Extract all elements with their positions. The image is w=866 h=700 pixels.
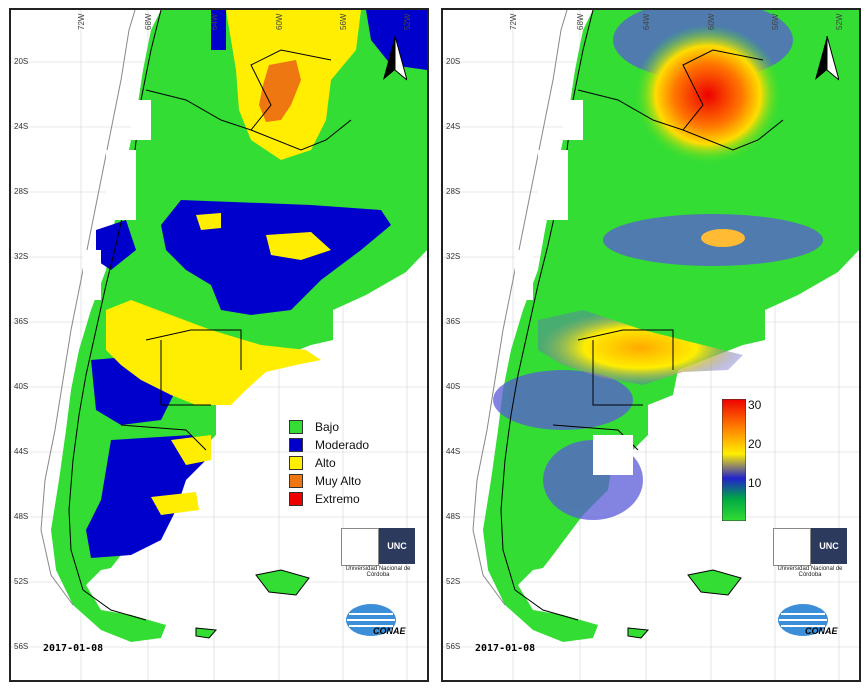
falkland-islands [687,569,742,596]
lat-label-52s: 52S [446,577,461,586]
lat-label-28s: 28S [14,187,29,196]
north-hotspot [633,25,783,165]
lat-label-36s: 36S [446,317,461,326]
conae-globe-icon [346,604,396,636]
legend-label: Moderado [315,438,370,452]
country-borders [500,10,784,621]
conae-text: CONAE [373,626,406,636]
lat-label-56s: 56S [14,642,29,651]
unc-box: UNC [379,528,415,564]
coastline [40,10,136,606]
lat-label-24s: 24S [446,122,461,131]
right-map-panel: 20S 24S 28S 32S 36S 40S 44S 48S 52S 56S … [441,8,861,682]
lon-label-64w: 64W [210,13,219,30]
unc-seal-icon [773,528,811,566]
lat-label-52s: 52S [14,577,29,586]
lon-label-64w: 64W [642,13,651,30]
legend-item-muy-alto: Muy Alto [289,472,369,490]
colorbar-tick-10: 10 [748,476,762,490]
map-date: 2017-01-08 [43,643,104,654]
unc-name: Universidad Nacional de Córdoba [777,566,843,578]
legend-swatch [289,474,303,488]
conae-logo: CONAE [345,602,415,642]
lat-label-36s: 36S [14,317,29,326]
lat-label-28s: 28S [446,187,461,196]
north-arrow-icon [815,36,839,81]
legend-label: Alto [315,456,336,470]
legend-swatch [289,492,303,506]
colorbar-gradient [721,398,747,522]
moderado-zones [86,10,427,558]
coastline [472,10,568,606]
right-map-svg [443,10,859,680]
lat-label-48s: 48S [446,512,461,521]
tierra-del-fuego-islet [627,627,650,639]
no-data-speckle [83,100,151,300]
lat-label-40s: 40S [14,382,29,391]
lon-label-72w: 72W [509,13,518,30]
lat-label-20s: 20S [446,57,461,66]
legend-item-moderado: Moderado [289,436,369,454]
value-colorbar: 30 20 10 [721,398,761,526]
left-map-panel: 20S 24S 28S 32S 36S 40S 44S 48S 52S 56S … [9,8,429,682]
legend-label: Extremo [315,492,360,506]
legend-swatch [289,420,303,434]
legend-label: Bajo [315,420,340,434]
legend-item-extremo: Extremo [289,490,369,508]
unc-seal-icon [341,528,379,566]
lon-label-68w: 68W [144,13,153,30]
legend-item-bajo: Bajo [289,418,369,436]
lat-label-44s: 44S [14,447,29,456]
lat-label-44s: 44S [446,447,461,456]
lat-label-56s: 56S [446,642,461,651]
colorbar-tick-30: 30 [748,398,762,412]
falkland-islands [255,569,310,596]
lat-label-32s: 32S [446,252,461,261]
conae-text: CONAE [805,626,838,636]
colorbar-tick-20: 20 [748,437,762,451]
conae-logo: CONAE [777,602,847,642]
unc-logo: UNC Universidad Nacional de Córdoba [773,528,847,578]
unc-logo: UNC Universidad Nacional de Córdoba [341,528,415,578]
lon-label-56w: 56W [771,13,780,30]
country-borders [68,10,352,621]
legend-swatch [289,456,303,470]
no-data-speckle [515,100,633,475]
north-arrow-icon [383,36,407,81]
central-hotspot [538,310,743,385]
legend-label: Muy Alto [315,474,362,488]
lat-label-32s: 32S [14,252,29,261]
lon-label-52w: 52W [835,13,844,30]
lon-label-72w: 72W [77,13,86,30]
lat-label-20s: 20S [14,57,29,66]
legend-swatch [289,438,303,452]
left-map-svg [11,10,427,680]
map-date: 2017-01-08 [475,643,536,654]
lon-label-68w: 68W [576,13,585,30]
lon-label-60w: 60W [275,13,284,30]
lat-label-40s: 40S [446,382,461,391]
lon-label-56w: 56W [339,13,348,30]
small-hotspot [701,229,745,247]
unc-name: Universidad Nacional de Córdoba [345,566,411,578]
lat-label-48s: 48S [14,512,29,521]
lat-label-24s: 24S [14,122,29,131]
conae-globe-icon [778,604,828,636]
lon-label-60w: 60W [707,13,716,30]
lon-label-52w: 52W [403,13,412,30]
unc-box: UNC [811,528,847,564]
legend-item-alto: Alto [289,454,369,472]
tierra-del-fuego-islet [195,627,218,639]
risk-legend: Bajo Moderado Alto Muy Alto Extremo [289,418,369,508]
